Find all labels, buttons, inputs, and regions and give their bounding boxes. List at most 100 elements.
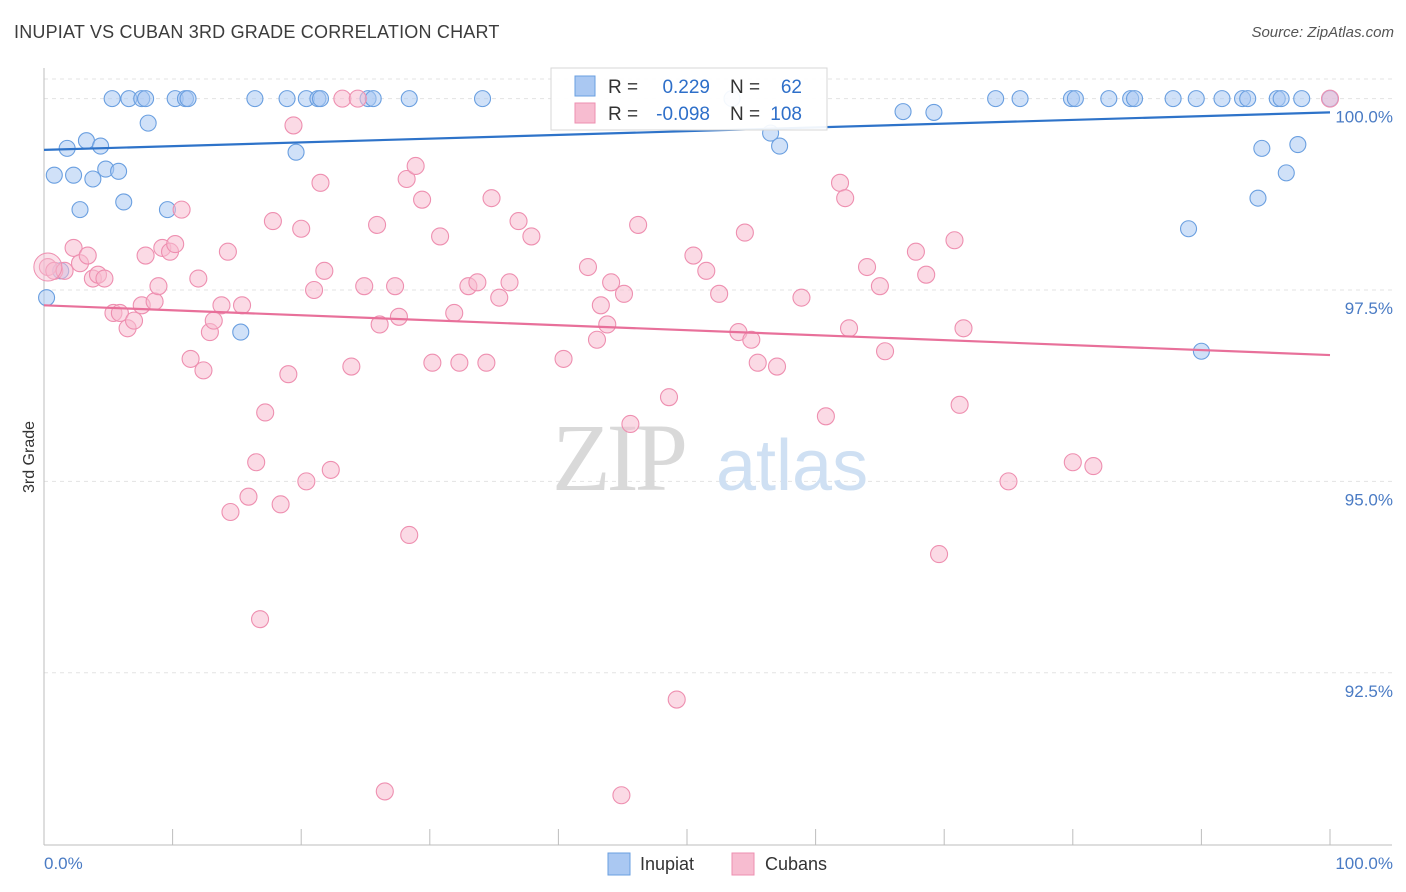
inupiat-point [92, 137, 110, 155]
gridlines [44, 78, 1392, 674]
cubans-point [490, 288, 509, 307]
cubans-point [1320, 89, 1340, 108]
bottom-legend-label-inupiat: Inupiat [640, 854, 694, 874]
legend-n-label-inupiat: N = [730, 77, 760, 98]
trend-lines [43, 111, 1331, 357]
inupiat-point [400, 90, 418, 108]
cubans-point [522, 227, 541, 246]
legend-r-label-cubans: R = [608, 104, 638, 125]
inupiat-point [1213, 90, 1231, 108]
series-cubans-points [33, 89, 1340, 805]
trend-line-cubans [43, 304, 1331, 357]
cubans-point [659, 388, 679, 407]
watermark: ZIP atlas [552, 404, 868, 511]
cubans-point [612, 786, 631, 805]
cubans-point [95, 269, 114, 288]
cubans-point [500, 273, 519, 292]
cubans-point [124, 311, 144, 330]
cubans-point [271, 495, 290, 514]
cubans-point [239, 487, 258, 506]
inupiat-point [1289, 136, 1307, 154]
legend-r-value-inupiat: 0.229 [662, 77, 710, 98]
inupiat-point [1253, 139, 1271, 157]
inupiat-point [139, 114, 157, 132]
inupiat-point [179, 90, 197, 108]
cubans-point [950, 395, 969, 414]
cubans-point [212, 296, 231, 315]
cubans-point [406, 156, 425, 176]
cubans-point [468, 273, 487, 292]
cubans-point [591, 296, 610, 315]
cubans-point [232, 296, 252, 315]
chart-title: INUPIAT VS CUBAN 3RD GRADE CORRELATION C… [14, 22, 500, 42]
legend-swatch-cubans [574, 102, 596, 124]
cubans-point [710, 284, 729, 303]
cubans-point [256, 403, 275, 422]
cubans-point [250, 610, 270, 629]
inupiat-point [103, 90, 121, 108]
cubans-point [930, 545, 949, 564]
stats-legend: R = 0.229 N = 62 R = -0.098 N = 108 [550, 67, 828, 131]
bottom-legend-label-cubans: Cubans [765, 854, 827, 874]
inupiat-point [1066, 90, 1084, 108]
inupiat-point [1100, 90, 1118, 108]
cubans-point [792, 288, 811, 307]
cubans-point [999, 472, 1018, 491]
cubans-point [194, 361, 213, 380]
cubans-point [279, 365, 298, 384]
cubans-point [400, 525, 419, 545]
trend-line-inupiat [43, 111, 1331, 152]
inupiat-point [987, 90, 1005, 108]
cubans-point [445, 303, 464, 323]
cubans-point [284, 116, 303, 135]
cubans-point [321, 460, 340, 479]
cubans-point [667, 690, 686, 709]
cubans-point [830, 173, 850, 192]
inupiat-point [473, 90, 492, 108]
bottom-legend-swatch-inupiat [607, 852, 631, 876]
legend-r-label-inupiat: R = [608, 77, 638, 98]
y-tick-label: 100.0% [1335, 108, 1393, 127]
cubans-point [181, 349, 200, 368]
inupiat-point [1277, 164, 1295, 182]
cubans-point [477, 353, 496, 372]
cubans-point [587, 330, 607, 349]
cubans-point [136, 246, 155, 265]
inupiat-point [287, 143, 305, 161]
inupiat-point [115, 193, 133, 211]
cubans-point [221, 502, 240, 522]
cubans-point [166, 235, 185, 254]
cubans-point [917, 265, 936, 284]
cubans-point [218, 242, 237, 261]
y-tick-label: 95.0% [1345, 490, 1393, 509]
bottom-legend: Inupiat Cubans [607, 852, 827, 876]
cubans-point [906, 242, 925, 261]
y-tick-label: 97.5% [1345, 299, 1393, 318]
inupiat-point [71, 201, 89, 219]
cubans-point [602, 273, 621, 292]
cubans-point [614, 284, 634, 303]
y-axis-label: 3rd Grade [21, 421, 38, 493]
chart-source: Source: ZipAtlas.com [1251, 24, 1394, 41]
cubans-point [263, 212, 282, 231]
cubans-point [1063, 453, 1082, 472]
inupiat-point [246, 90, 264, 108]
cubans-point [1084, 457, 1103, 476]
stats-legend-box [550, 67, 828, 131]
legend-swatch-inupiat [574, 75, 596, 97]
legend-n-value-cubans: 108 [770, 104, 802, 125]
inupiat-point [771, 137, 789, 155]
x-tick-marks [172, 829, 1331, 845]
inupiat-point [1164, 90, 1182, 108]
inupiat-point [278, 90, 296, 108]
inupiat-point [311, 90, 330, 108]
axes [43, 68, 1392, 846]
inupiat-point [1179, 220, 1198, 238]
cubans-point [413, 190, 432, 209]
y-tick-label: 92.5% [1345, 682, 1393, 701]
cubans-point [954, 319, 973, 338]
cubans-point [875, 342, 895, 361]
x-tick-label-max: 100.0% [1335, 854, 1393, 873]
x-tick-label-min: 0.0% [44, 854, 83, 873]
